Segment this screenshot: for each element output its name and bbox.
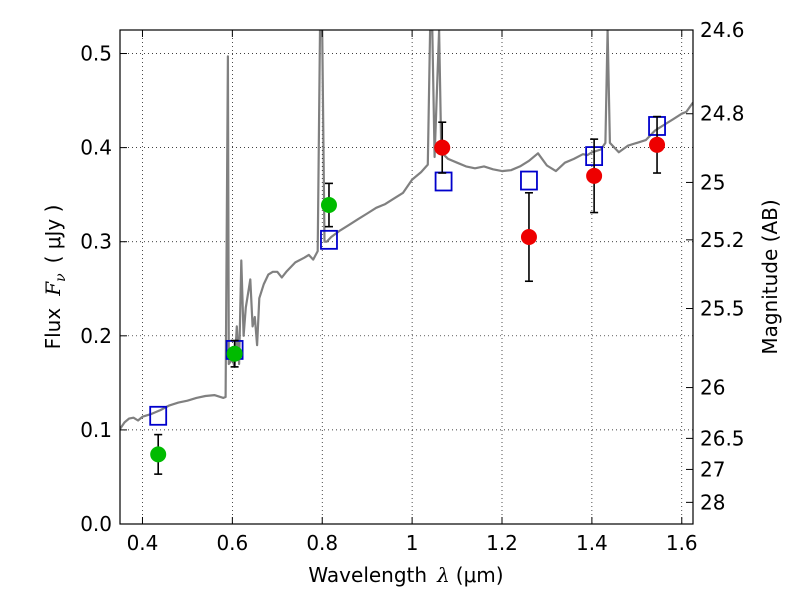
y2-tick-label: 26 xyxy=(700,376,725,400)
x-tick-label: 1.6 xyxy=(666,531,698,555)
model-point xyxy=(520,170,538,191)
x-tick-label: 0.6 xyxy=(216,531,248,555)
y-tick-label: 0.1 xyxy=(80,418,112,442)
y2-tick-label: 27 xyxy=(700,457,725,481)
model-spectrum-line xyxy=(120,30,693,430)
observed-green-point xyxy=(150,446,167,463)
x-tick-label: 1.4 xyxy=(576,531,608,555)
y2-tick-label: 25 xyxy=(700,170,725,194)
y-tick-label: 0.5 xyxy=(80,42,112,66)
y2-axis-label: Magnitude (AB) xyxy=(758,199,782,354)
y2-tick-label: 28 xyxy=(700,490,725,514)
y-tick-label: 0.3 xyxy=(80,230,112,254)
plot-frame xyxy=(119,29,694,525)
observed-green-point xyxy=(226,345,243,362)
x-tick-label: 0.8 xyxy=(306,531,338,555)
y-tick-label: 0.4 xyxy=(80,136,112,160)
observed-green-point xyxy=(320,197,337,214)
x-tick-label: 1 xyxy=(406,531,419,555)
y-tick-label: 0.2 xyxy=(80,324,112,348)
y2-tick-label: 25.5 xyxy=(700,297,745,321)
x-tick-label: 0.4 xyxy=(127,531,159,555)
axis-ticks: 0.4 0.6 0.8 1 1.2 1.4 1.6 0.0 0.1 0.2 0.3 0.4 0.5 24.… xyxy=(80,18,744,555)
observed-red-point xyxy=(586,167,603,184)
y2-tick-label: 24.8 xyxy=(700,102,745,126)
x-axis-label: Wavelength λ (μm) xyxy=(308,563,503,587)
observed-red-point xyxy=(520,229,537,246)
y2-tick-label: 26.5 xyxy=(700,426,745,450)
y-axis-label: FluxFν( μJy ) xyxy=(41,205,69,350)
y-tick-label: 0.0 xyxy=(80,512,112,536)
plot-area xyxy=(120,30,693,475)
observed-red-point xyxy=(649,136,666,153)
y2-tick-label: 24.6 xyxy=(700,18,745,42)
model-point xyxy=(149,405,168,426)
observed-red-point xyxy=(434,139,451,156)
y2-tick-label: 25.2 xyxy=(700,228,745,252)
x-tick-label: 1.2 xyxy=(486,531,518,555)
model-point xyxy=(320,229,338,250)
